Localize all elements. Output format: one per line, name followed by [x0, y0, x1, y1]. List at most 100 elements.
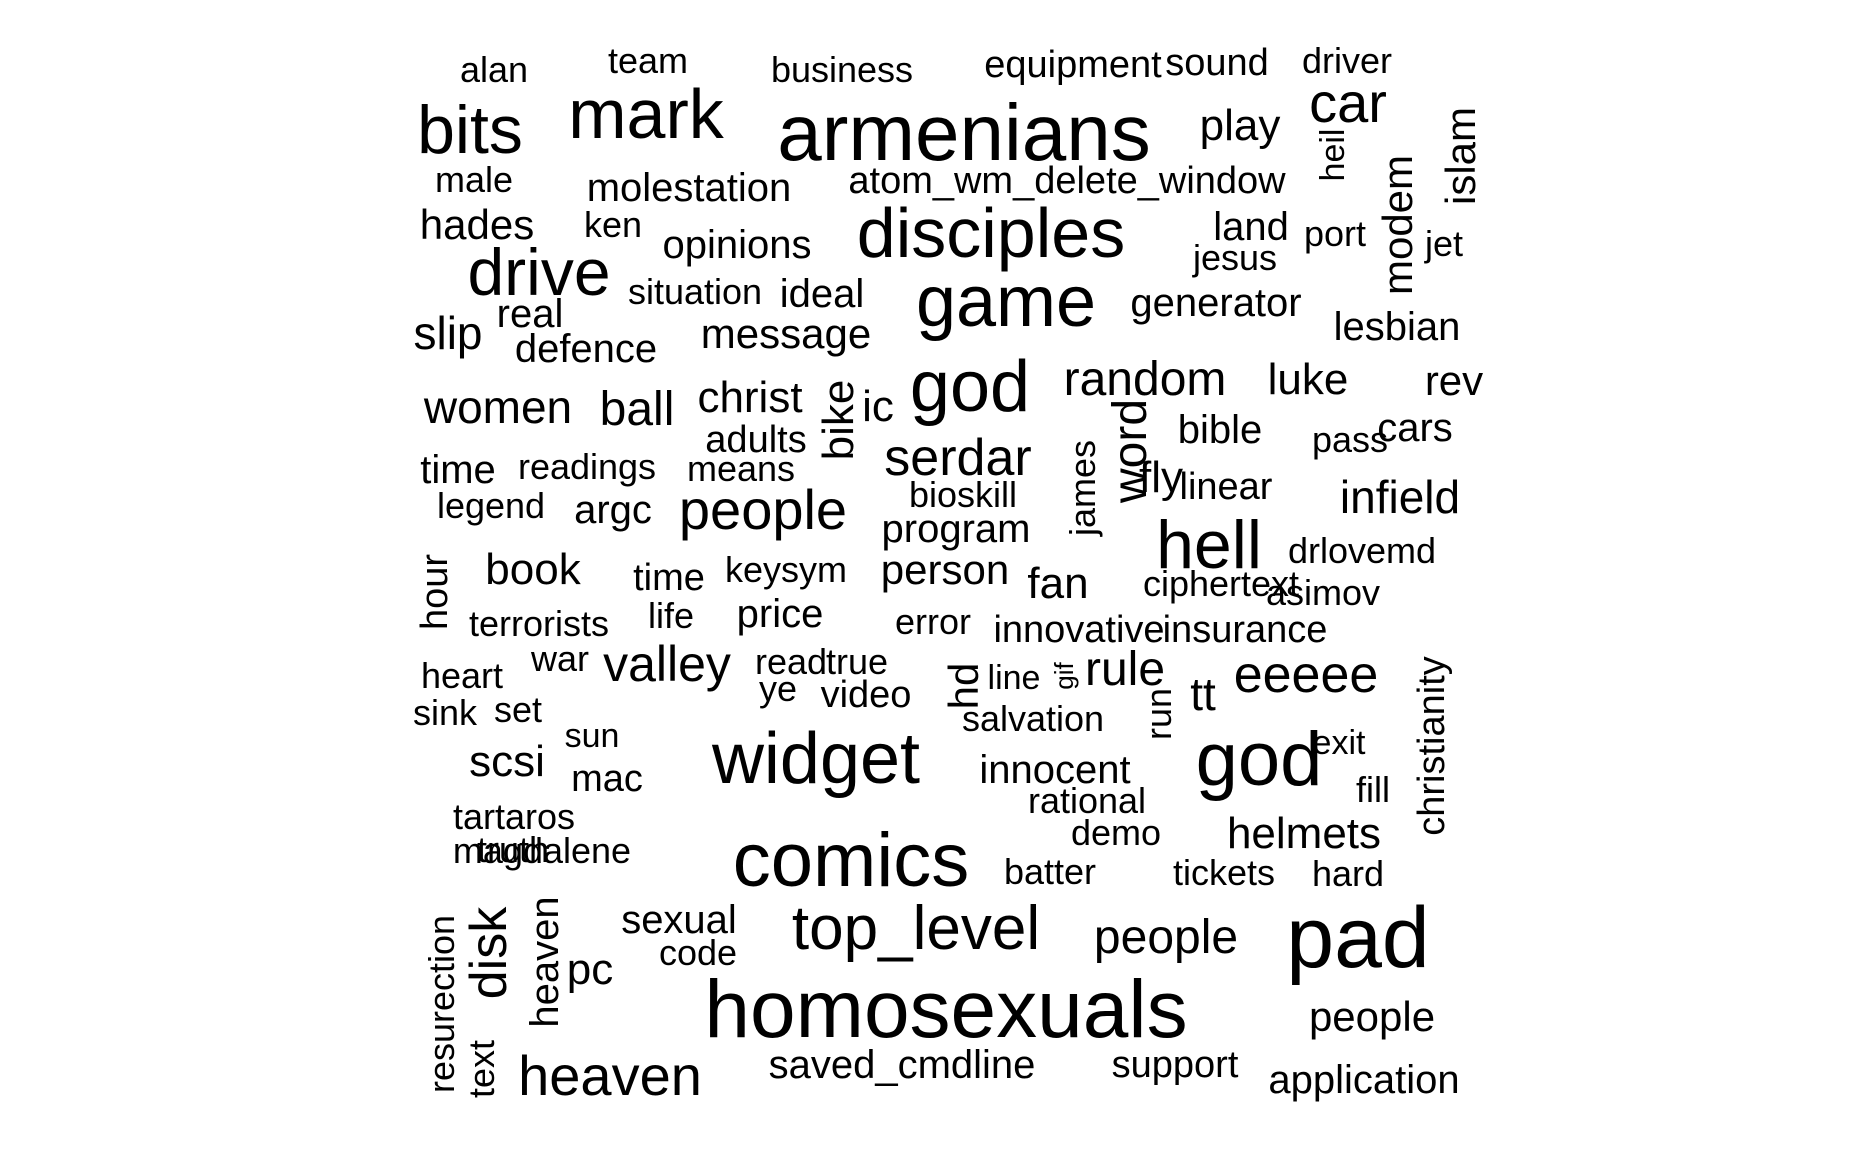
cloud-word: person	[880, 546, 1010, 593]
cloud-word: port	[1303, 213, 1367, 254]
cloud-word: linear	[1179, 466, 1273, 508]
cloud-word: heart	[420, 655, 504, 696]
cloud-word: argc	[574, 488, 652, 532]
cloud-word: people	[1093, 911, 1239, 964]
cloud-word: error	[894, 601, 972, 642]
cloud-word: random	[1063, 353, 1227, 406]
cloud-word: disk	[460, 906, 518, 1000]
cloud-word: tartaros	[452, 796, 576, 837]
cloud-word: armenians	[777, 88, 1151, 177]
cloud-word: land	[1213, 205, 1289, 249]
cloud-word: car	[1309, 71, 1387, 134]
cloud-word: business	[770, 49, 914, 90]
cloud-word: ciphertext	[1142, 563, 1300, 604]
cloud-word: drlovemd	[1287, 530, 1437, 571]
cloud-word: christ	[697, 373, 803, 422]
cloud-word: pad	[1286, 890, 1430, 986]
cloud-word: god	[1195, 717, 1323, 802]
cloud-word: batter	[1003, 851, 1097, 892]
cloud-word: sun	[564, 717, 620, 755]
cloud-word: slip	[413, 307, 483, 359]
cloud-word: hour	[414, 553, 456, 631]
cloud-word: gif	[1049, 662, 1079, 690]
cloud-word: ic	[862, 382, 894, 431]
cloud-word: alan	[459, 49, 529, 90]
cloud-word: terrorists	[468, 603, 610, 644]
cloud-word: rev	[1424, 357, 1484, 404]
cloud-word: helmets	[1226, 809, 1382, 858]
cloud-word: innocent	[979, 748, 1131, 792]
cloud-word: drive	[467, 235, 611, 309]
cloud-word: hell	[1156, 507, 1262, 583]
cloud-word: sound	[1165, 42, 1269, 84]
cloud-word: driver	[1301, 40, 1393, 81]
cloud-word: real	[496, 292, 564, 336]
cloud-word: pc	[566, 945, 614, 994]
cloud-word: homosexuals	[704, 964, 1188, 1055]
cloud-word: women	[423, 381, 573, 433]
cloud-word: infield	[1339, 471, 1461, 523]
cloud-word: generator	[1130, 281, 1302, 325]
cloud-word: game	[915, 262, 1097, 342]
cloud-word: time	[633, 557, 705, 599]
cloud-word: jesus	[1192, 237, 1278, 278]
cloud-word: comics	[732, 818, 970, 903]
cloud-word: heaven	[518, 1044, 702, 1107]
cloud-word: insurance	[1162, 609, 1328, 651]
cloud-word: top_level	[791, 894, 1041, 963]
cloud-word: ye	[758, 668, 798, 709]
cloud-word: islam	[1437, 106, 1484, 206]
cloud-word: message	[700, 310, 872, 357]
cloud-word: eeeee	[1233, 646, 1379, 704]
cloud-word: bioskill	[908, 474, 1018, 515]
cloud-word: bits	[417, 92, 523, 168]
cloud-word: situation	[627, 271, 763, 312]
cloud-word: modem	[1374, 154, 1421, 296]
cloud-word: bike	[814, 379, 863, 461]
cloud-word: code	[658, 932, 738, 973]
cloud-word: line	[987, 659, 1041, 697]
cloud-word: heaven	[523, 896, 567, 1028]
cloud-word: rule	[1084, 643, 1166, 696]
cloud-word: sexual	[621, 898, 737, 942]
cloud-word: people	[1308, 993, 1436, 1040]
cloud-word: ball	[599, 383, 675, 436]
cloud-word: luke	[1267, 355, 1349, 404]
cloud-word: jet	[1424, 223, 1464, 264]
cloud-word: play	[1199, 101, 1281, 150]
cloud-word: demo	[1070, 812, 1162, 853]
cloud-word: means	[686, 448, 796, 489]
cloud-word: scsi	[469, 737, 545, 786]
cloud-word: people	[678, 478, 848, 541]
cloud-word: adults	[705, 419, 807, 461]
cloud-word: asimov	[1265, 572, 1381, 613]
cloud-word: legend	[436, 485, 546, 526]
cloud-word: truth	[476, 829, 550, 870]
cloud-word: hades	[419, 201, 535, 248]
cloud-word: defence	[514, 327, 658, 371]
cloud-word: run	[1138, 687, 1179, 741]
cloud-word: rational	[1027, 780, 1147, 821]
cloud-word: mark	[568, 75, 724, 153]
cloud-word: program	[881, 507, 1031, 551]
cloud-word: tt	[1190, 668, 1216, 720]
cloud-word: serdar	[884, 429, 1032, 487]
cloud-word: mac	[571, 758, 643, 800]
cloud-word: text	[461, 1039, 502, 1099]
cloud-word: time	[420, 448, 496, 492]
cloud-word: team	[607, 40, 689, 81]
cloud-word: application	[1268, 1058, 1460, 1102]
cloud-word: valley	[603, 636, 731, 692]
cloud-word: magdalene	[452, 830, 632, 871]
cloud-word: set	[493, 689, 543, 730]
cloud-word: opinions	[662, 223, 812, 267]
cloud-word: exit	[1312, 724, 1366, 762]
cloud-word: readings	[517, 446, 657, 487]
cloud-word: disciples	[856, 194, 1126, 272]
cloud-word: lesbian	[1333, 305, 1461, 349]
cloud-word: heil	[1314, 128, 1352, 182]
cloud-word: life	[647, 595, 695, 636]
cloud-word: widget	[711, 719, 921, 799]
cloud-word: hard	[1311, 853, 1385, 894]
